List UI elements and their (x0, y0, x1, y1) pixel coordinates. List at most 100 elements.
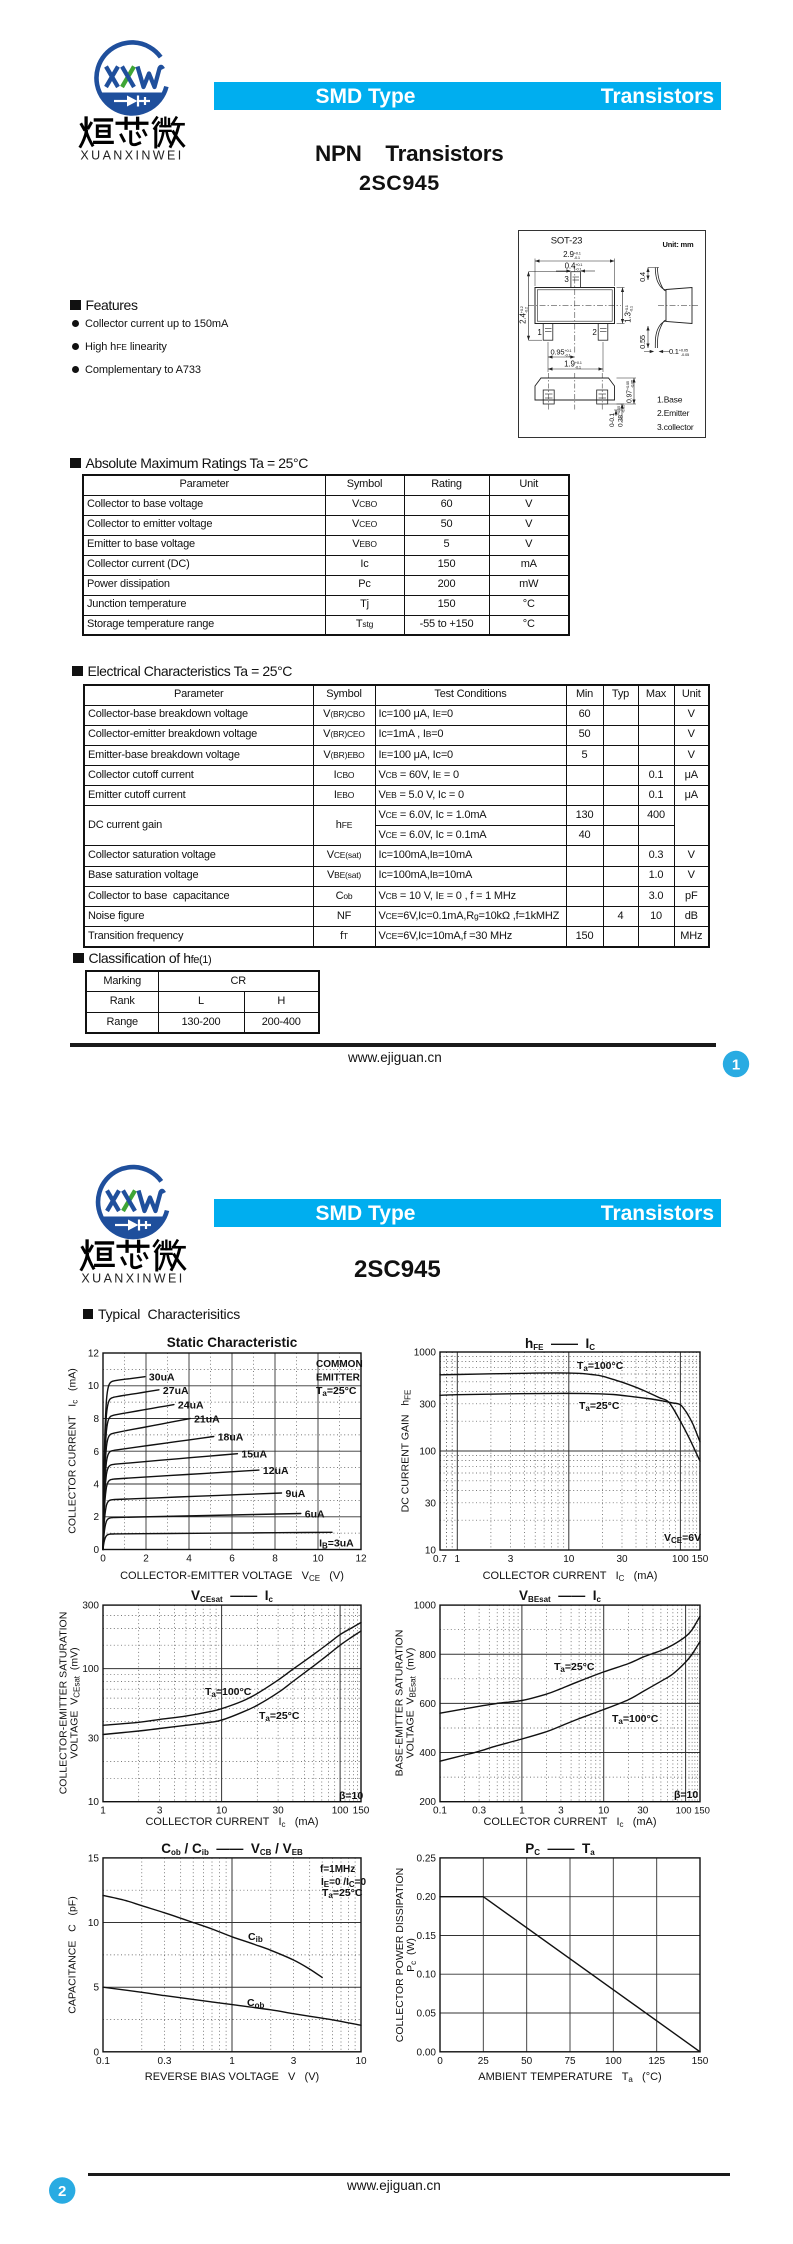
svg-text:8: 8 (93, 1414, 99, 1425)
svg-text:4: 4 (93, 1480, 99, 1491)
svg-text:REVERSE BIAS VOLTAGE V (V): REVERSE BIAS VOLTAGE V (V) (145, 2071, 319, 2083)
svg-text:100: 100 (605, 2056, 622, 2067)
svg-text:Ta=25°C: Ta=25°C (554, 1661, 595, 1674)
svg-text:0.3: 0.3 (158, 2056, 172, 2067)
svg-text:600: 600 (419, 1699, 436, 1710)
svg-text:100: 100 (419, 1447, 436, 1458)
svg-text:100: 100 (672, 1554, 689, 1565)
svg-text:Ta=25°C: Ta=25°C (322, 1887, 363, 1900)
svg-text:1000: 1000 (414, 1601, 437, 1612)
svg-text:6: 6 (229, 1554, 235, 1565)
svg-text:0.95+0.1-0.1: 0.95+0.1 -0.1 (551, 348, 573, 358)
svg-text:Ta=100°C: Ta=100°C (612, 1713, 659, 1726)
svg-text:Ta=100°C: Ta=100°C (205, 1686, 252, 1699)
svg-text:2.Emitter: 2.Emitter (657, 408, 690, 418)
svg-text:AMBIENT TEMPERATURE Ta (°C: AMBIENT TEMPERATURE Ta (°C) (478, 2071, 661, 2084)
svg-text:2: 2 (592, 328, 597, 337)
svg-text:150: 150 (692, 1554, 709, 1565)
svg-text:0.7: 0.7 (433, 1554, 447, 1565)
svg-text:8: 8 (272, 1554, 278, 1565)
svg-text:0.05: 0.05 (417, 2009, 437, 2020)
svg-text:150: 150 (353, 1806, 370, 1817)
svg-text:27uA: 27uA (163, 1385, 189, 1397)
svg-text:800: 800 (419, 1650, 436, 1661)
svg-text:BASE-EMITTER SATURATION: BASE-EMITTER SATURATION (394, 1630, 406, 1777)
svg-text:1000: 1000 (414, 1348, 437, 1359)
svg-text:1: 1 (537, 328, 542, 337)
svg-text:XUANXINWEI: XUANXINWEI (80, 149, 183, 163)
svg-text:300: 300 (82, 1601, 99, 1612)
svg-text:3: 3 (291, 2056, 297, 2067)
svg-text:0.55: 0.55 (638, 335, 647, 349)
svg-text:0.20: 0.20 (417, 1892, 437, 1903)
svg-text:300: 300 (419, 1399, 436, 1410)
svg-text:30: 30 (273, 1806, 285, 1817)
svg-text:12: 12 (88, 1349, 100, 1360)
svg-text:COLLECTOR POWER DISSIPATION: COLLECTOR POWER DISSIPATION (394, 1868, 406, 2042)
svg-text:15uA: 15uA (241, 1449, 267, 1461)
svg-text:β=10: β=10 (674, 1789, 698, 1801)
svg-text:30: 30 (425, 1498, 437, 1509)
svg-text:0.1: 0.1 (96, 2056, 110, 2067)
svg-text:9uA: 9uA (286, 1488, 306, 1500)
svg-text:VBEsat —— Ic: VBEsat —— Ic (519, 1588, 601, 1604)
svg-text:30: 30 (616, 1554, 628, 1565)
svg-text:COLLECTOR CURRENT IC (mA): COLLECTOR CURRENT IC (mA) (483, 1570, 658, 1583)
svg-text:5: 5 (93, 1983, 99, 1994)
svg-text:0: 0 (93, 2047, 99, 2058)
svg-text:3: 3 (508, 1554, 514, 1565)
svg-text:1.3+0.1-0.1: 1.3+0.1-0.1 (624, 304, 634, 323)
svg-text:CAPACITANCE C (pF): CAPACITANCE C (pF) (67, 1896, 79, 2013)
svg-text:150: 150 (692, 2056, 709, 2067)
svg-text:Ta=25°C: Ta=25°C (316, 1385, 357, 1398)
svg-text:Pc (W): Pc (W) (405, 1938, 418, 1972)
svg-text:IB=3uA: IB=3uA (319, 1538, 354, 1551)
svg-text:50: 50 (521, 2056, 533, 2067)
svg-text:6uA: 6uA (305, 1509, 325, 1521)
svg-text:1.9+0.1-0.1: 1.9+0.1 -0.1 (564, 360, 583, 370)
svg-text:β=10: β=10 (339, 1790, 363, 1802)
svg-text:EMITTER: EMITTER (316, 1373, 361, 1384)
svg-text:0.1+0.05-0.05: 0.1+0.05 -0.05 (669, 347, 690, 357)
svg-text:Cob / Cib —— VCB / VEB: Cob / Cib —— VCB / VEB (161, 1841, 303, 1857)
svg-text:VOLTAGE VCEsat (mV): VOLTAGE VCEsat (mV) (69, 1647, 82, 1758)
svg-text:0.3: 0.3 (472, 1806, 486, 1817)
svg-text:100: 100 (676, 1806, 692, 1817)
svg-text:21uA: 21uA (194, 1414, 220, 1426)
svg-text:10: 10 (563, 1554, 575, 1565)
svg-text:1: 1 (229, 2056, 235, 2067)
svg-text:0-0.1: 0-0.1 (609, 413, 616, 427)
svg-text:0.97+0.05-0.05: 0.97+0.05-0.05 (625, 379, 635, 403)
svg-text:2: 2 (58, 2183, 66, 2200)
svg-text:DC CURRENT GAIN hFE: DC CURRENT GAIN hFE (400, 1390, 413, 1513)
svg-text:0: 0 (93, 1545, 99, 1556)
svg-text:24uA: 24uA (178, 1400, 204, 1412)
svg-text:Ta=25°C: Ta=25°C (259, 1710, 300, 1723)
svg-text:1: 1 (455, 1554, 461, 1565)
svg-text:10: 10 (355, 2056, 367, 2067)
svg-text:150: 150 (694, 1806, 710, 1817)
svg-text:0.4+0.1-0.1: 0.4+0.1 -0.1 (565, 262, 584, 272)
svg-text:4: 4 (186, 1554, 192, 1565)
svg-text:1: 1 (100, 1806, 106, 1817)
svg-text:0: 0 (100, 1554, 106, 1565)
svg-text:0.25: 0.25 (417, 1853, 437, 1864)
svg-text:1: 1 (519, 1806, 525, 1817)
svg-text:30: 30 (637, 1806, 649, 1817)
svg-text:0.4: 0.4 (638, 272, 647, 282)
svg-text:Ta=100°C: Ta=100°C (577, 1360, 624, 1373)
svg-text:0.38+0.05-0.05: 0.38+0.05-0.05 (616, 404, 626, 427)
svg-text:3: 3 (564, 275, 569, 284)
svg-text:12uA: 12uA (263, 1465, 289, 1477)
svg-text:COLLECTOR CURRENT Ic (mA): COLLECTOR CURRENT Ic (mA) (145, 1816, 318, 1829)
svg-text:VCE=6V: VCE=6V (664, 1532, 701, 1545)
svg-text:SOT-23: SOT-23 (551, 236, 583, 247)
svg-text:100: 100 (332, 1806, 349, 1817)
svg-text:COLLECTOR CURRENT Ic (mA): COLLECTOR CURRENT Ic (mA) (483, 1816, 656, 1829)
svg-text:2.9+0.1-0.1: 2.9+0.1 -0.1 (563, 250, 582, 260)
svg-text:3.collector: 3.collector (657, 422, 694, 432)
svg-text:COMMON: COMMON (316, 1359, 363, 1370)
svg-text:30uA: 30uA (149, 1372, 175, 1384)
svg-text:Ta=25°C: Ta=25°C (579, 1400, 620, 1413)
svg-text:10: 10 (216, 1806, 228, 1817)
